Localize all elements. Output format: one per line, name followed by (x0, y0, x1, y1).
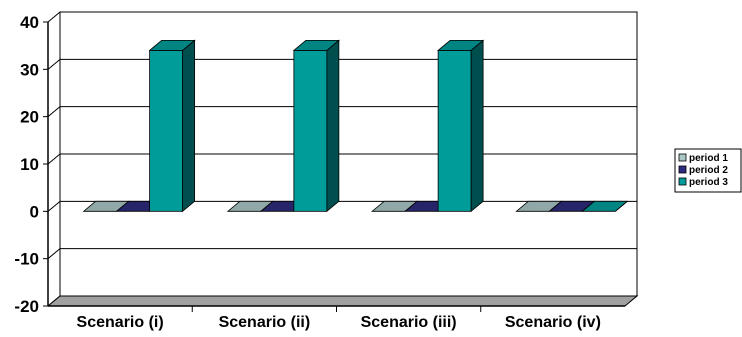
y-tick-label: 20 (20, 108, 39, 127)
y-tick-label: -20 (14, 297, 39, 316)
legend-label: period 1 (689, 153, 728, 164)
legend-label: period 3 (689, 177, 728, 188)
y-tick-label: 30 (20, 60, 39, 79)
x-category-label: Scenario (i) (77, 314, 164, 331)
y-tick-label: 40 (20, 13, 39, 32)
gridline-side (47, 200, 61, 212)
y-tick-label: 10 (20, 155, 39, 174)
floor-surface (46, 295, 639, 307)
bar-side (615, 201, 628, 212)
axes (43, 21, 625, 312)
bar-front (149, 50, 184, 212)
y-tick-label: 0 (30, 202, 39, 221)
y-tick-label: -10 (14, 250, 39, 269)
bar (581, 200, 629, 212)
bar-side (182, 39, 196, 213)
x-category-label: Scenario (iii) (361, 314, 457, 331)
bar-front (293, 50, 328, 212)
gridline-side (47, 58, 61, 70)
x-category-label: Scenario (iv) (505, 314, 601, 331)
gridline-side (47, 106, 61, 118)
bar (148, 39, 196, 213)
bar-front (437, 50, 472, 212)
bar-side (326, 39, 340, 213)
chart-floor (46, 295, 639, 307)
x-axis-category-labels: Scenario (i) Scenario (ii) Scenario (iii) S… (77, 314, 601, 331)
legend-label: period 2 (689, 165, 728, 176)
x-category-label: Scenario (ii) (219, 314, 311, 331)
bar (437, 39, 485, 213)
gridline-side (47, 153, 61, 165)
gridline-side (47, 11, 61, 23)
bars (82, 39, 629, 213)
legend-swatch (678, 153, 687, 162)
legend-swatch (678, 165, 687, 174)
bar (292, 39, 340, 213)
bar-side (470, 39, 484, 213)
legend-swatch (678, 177, 687, 186)
y-axis-tick-labels: 40 30 20 10 0 -10 -20 (14, 13, 39, 316)
gridline-side (47, 248, 61, 260)
